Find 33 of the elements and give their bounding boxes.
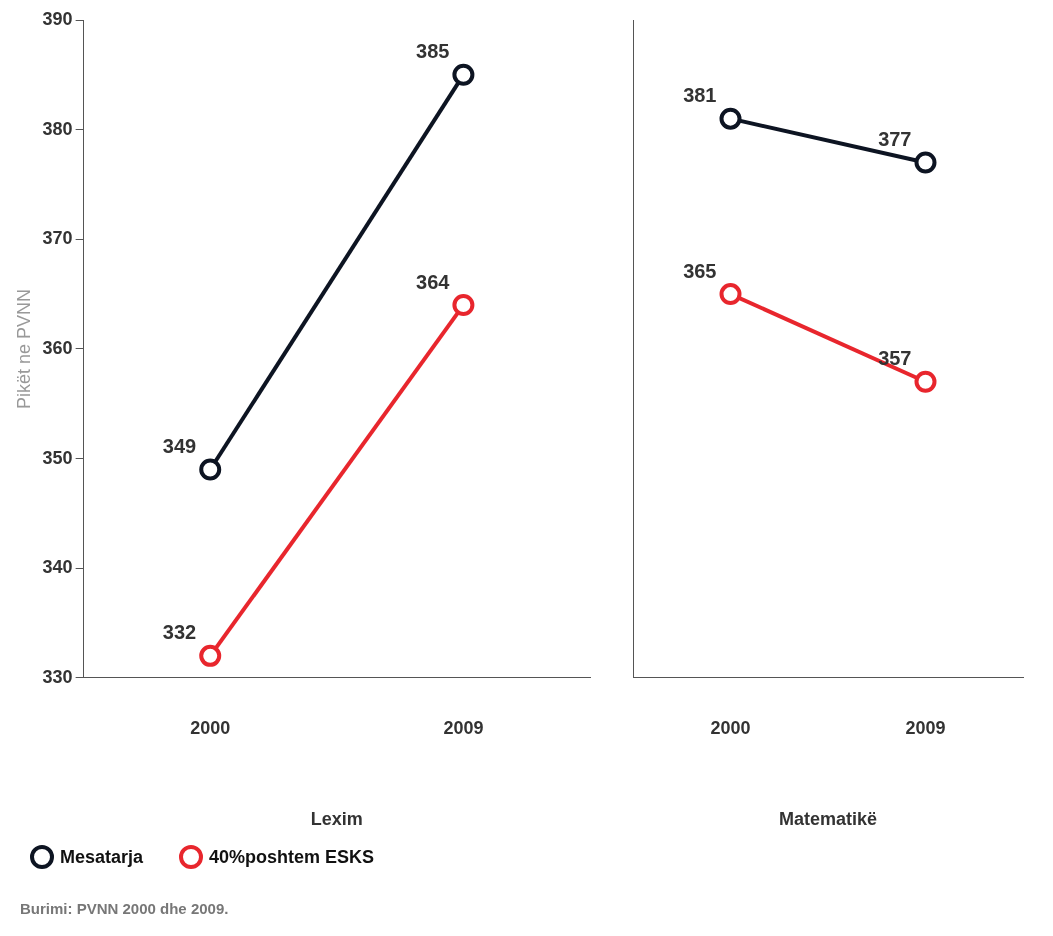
point: [199, 458, 222, 481]
data-label: 377: [878, 128, 912, 151]
x-tick-label: 2009: [905, 717, 946, 738]
text: Burimi: PVNN 2000 dhe 2009.: [20, 900, 229, 917]
point: [719, 107, 742, 130]
data-label: 357: [878, 347, 912, 370]
y-tick-label: 390: [42, 8, 73, 29]
x-tick-label: 2000: [190, 717, 231, 738]
data-label: 349: [162, 435, 197, 458]
point: [199, 644, 222, 667]
data-label: 381: [683, 84, 717, 107]
y-axis-title: Pikët ne PVNN: [13, 288, 34, 409]
x-tick-label: 2000: [710, 717, 751, 738]
x-axis-title: Matematikë: [778, 809, 878, 830]
y-tick-label: 380: [42, 118, 73, 139]
point: [914, 151, 937, 174]
y-tick-label: 360: [42, 337, 73, 358]
point: [914, 370, 937, 393]
legend-label: 40%poshtem ESKS: [209, 846, 375, 868]
x-axis-title: Lexim: [310, 809, 363, 830]
legend-label: Mesatarja: [60, 846, 144, 868]
point: [452, 294, 475, 317]
data-label: 332: [162, 621, 197, 644]
y-tick-label: 330: [42, 666, 73, 687]
data-label: 364: [416, 270, 451, 293]
data-label: 385: [416, 40, 450, 63]
x-tick-label: 2009: [443, 717, 484, 738]
y-tick-label: 350: [42, 447, 73, 468]
point: [452, 63, 475, 86]
y-tick-label: 370: [42, 228, 73, 249]
point: [719, 283, 742, 306]
y-tick-label: 340: [42, 557, 73, 578]
data-label: 365: [683, 259, 717, 282]
